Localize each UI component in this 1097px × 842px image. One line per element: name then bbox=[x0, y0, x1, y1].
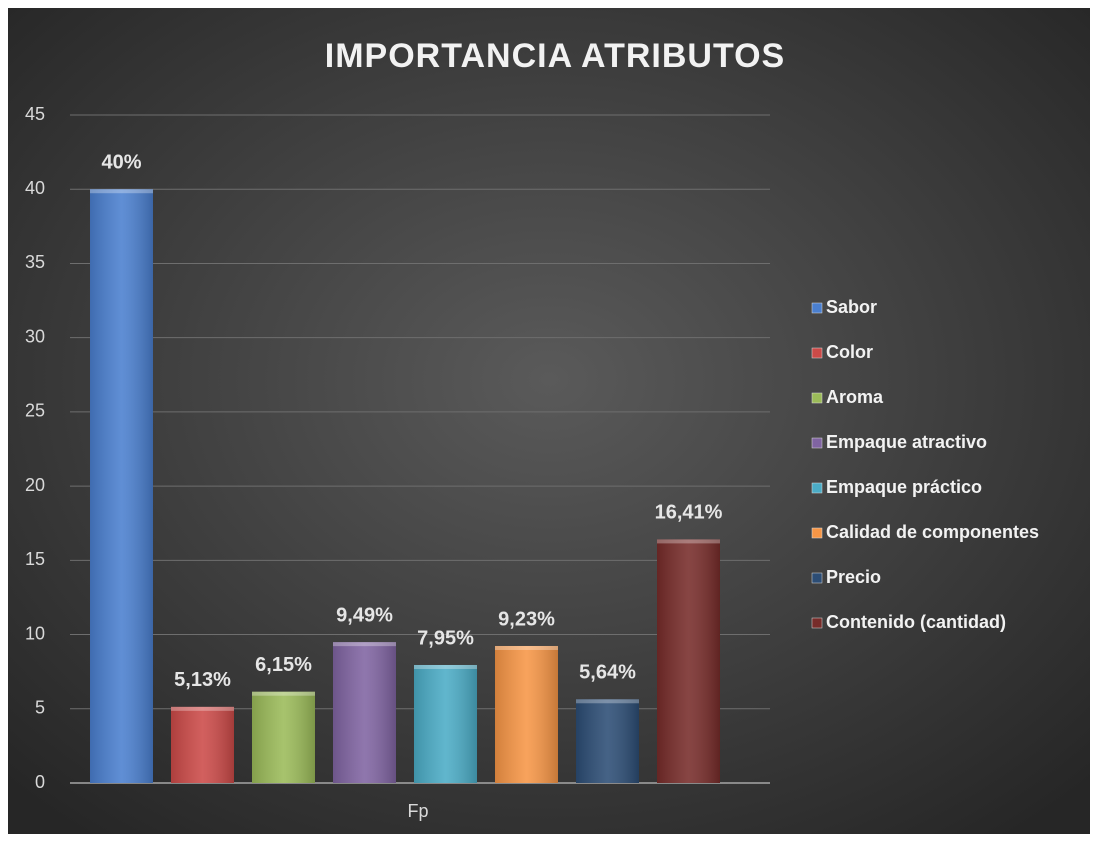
legend-swatch bbox=[811, 482, 823, 494]
bar-bevel bbox=[171, 706, 234, 711]
legend-swatch bbox=[811, 347, 823, 359]
chart-title: IMPORTANCIA ATRIBUTOS bbox=[325, 37, 785, 75]
x-tick-label: Fp bbox=[407, 801, 428, 821]
bar-bevel bbox=[657, 539, 720, 544]
y-tick-label: 20 bbox=[25, 475, 45, 495]
y-tick-label: 35 bbox=[25, 252, 45, 272]
legend-swatch bbox=[811, 437, 823, 449]
bar-shade bbox=[657, 539, 720, 783]
y-tick-label: 30 bbox=[25, 326, 45, 346]
y-tick-label: 0 bbox=[35, 772, 45, 792]
y-tick-label: 40 bbox=[25, 178, 45, 198]
legend-label: Aroma bbox=[826, 387, 884, 407]
value-label: 40% bbox=[101, 152, 141, 174]
legend-label: Empaque práctico bbox=[826, 477, 982, 497]
legend-label: Empaque atractivo bbox=[826, 432, 987, 452]
y-tick-label: 5 bbox=[35, 698, 45, 718]
y-tick-label: 15 bbox=[25, 549, 45, 569]
bar-shade bbox=[414, 664, 477, 783]
bar-bevel bbox=[576, 699, 639, 704]
y-tick-label: 25 bbox=[25, 401, 45, 421]
legend-swatch bbox=[811, 392, 823, 404]
value-label: 5,13% bbox=[174, 669, 231, 691]
value-label: 5,64% bbox=[579, 662, 636, 684]
bar-bevel bbox=[90, 189, 153, 194]
value-label: 16,41% bbox=[655, 502, 723, 524]
bar-shade bbox=[252, 691, 315, 783]
legend-swatch bbox=[811, 302, 823, 314]
legend-label: Color bbox=[826, 342, 873, 362]
bar-bevel bbox=[495, 645, 558, 650]
legend-swatch bbox=[811, 527, 823, 539]
legend-swatch bbox=[811, 572, 823, 584]
bar-shade bbox=[333, 642, 396, 783]
y-tick-label: 10 bbox=[25, 623, 45, 643]
legend-label: Contenido (cantidad) bbox=[826, 612, 1006, 632]
legend-label: Precio bbox=[826, 567, 881, 587]
bar-shade bbox=[90, 189, 153, 783]
bar-shade bbox=[171, 706, 234, 783]
value-label: 6,15% bbox=[255, 654, 312, 676]
bar-bevel bbox=[414, 664, 477, 669]
legend-swatch bbox=[811, 617, 823, 629]
bar-bevel bbox=[333, 642, 396, 647]
bar-shade bbox=[495, 645, 558, 783]
value-label: 7,95% bbox=[417, 627, 474, 649]
bar-shade bbox=[576, 699, 639, 783]
value-label: 9,23% bbox=[498, 608, 555, 630]
y-tick-label: 45 bbox=[25, 104, 45, 124]
legend-label: Calidad de componentes bbox=[826, 522, 1039, 542]
bar-bevel bbox=[252, 691, 315, 696]
value-label: 9,49% bbox=[336, 604, 393, 626]
legend-label: Sabor bbox=[826, 297, 877, 317]
